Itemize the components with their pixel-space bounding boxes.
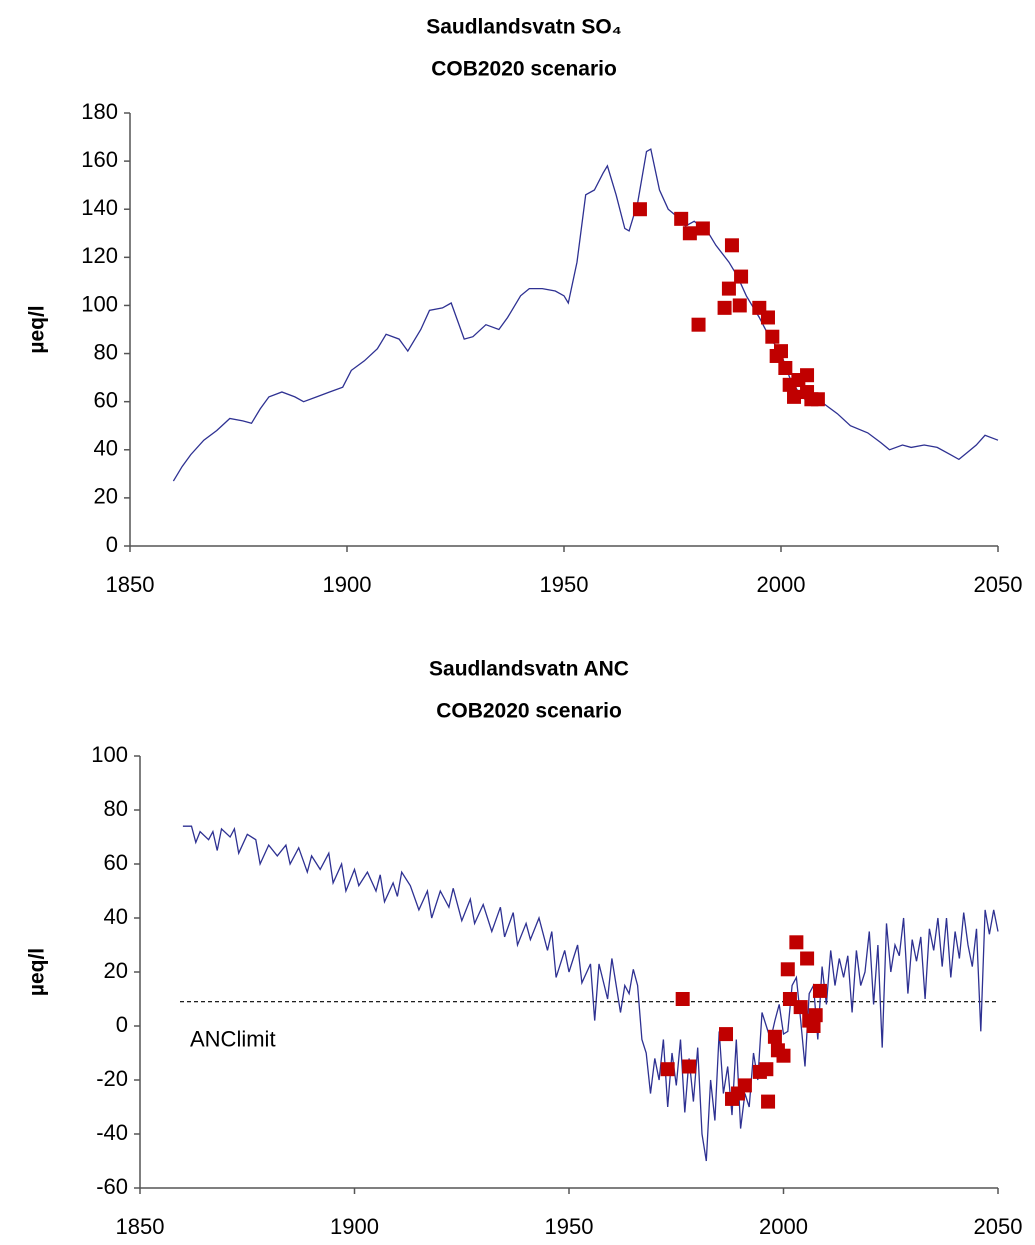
x-tick-label: 2000 [759, 1214, 808, 1239]
data-marker [732, 298, 747, 313]
y-tick-label: 180 [81, 99, 118, 124]
y-tick-label: 20 [94, 484, 118, 509]
y-tick-label: 20 [104, 958, 128, 983]
chart-subtitle: COB2020 scenario [431, 58, 617, 81]
chart-subtitle: COB2020 scenario [436, 700, 622, 723]
chart-title: Saudlandsvatn SO₄ [426, 16, 622, 39]
y-tick-label: 0 [116, 1012, 128, 1037]
data-marker [660, 1062, 675, 1077]
data-marker [812, 983, 827, 998]
data-marker [734, 269, 749, 284]
y-tick-label: 40 [94, 436, 118, 461]
y-axis-label: µeq/l [26, 305, 49, 353]
data-marker [776, 1048, 791, 1063]
data-marker [674, 211, 689, 226]
y-tick-label: 40 [104, 904, 128, 929]
y-tick-label: 160 [81, 147, 118, 172]
data-marker [810, 392, 825, 407]
data-marker [767, 1029, 782, 1044]
data-marker [724, 238, 739, 253]
y-axis-label: µeq/l [26, 948, 49, 996]
data-marker [691, 317, 706, 332]
x-tick-label: 1850 [116, 1214, 165, 1239]
data-marker [682, 226, 697, 241]
data-marker [808, 1008, 823, 1023]
x-tick-label: 1900 [330, 1214, 379, 1239]
data-marker [780, 962, 795, 977]
data-marker [759, 1062, 774, 1077]
data-marker [760, 310, 775, 325]
y-tick-label: 100 [81, 291, 118, 316]
data-marker [800, 368, 815, 383]
data-marker [695, 221, 710, 236]
data-line [172, 148, 999, 482]
data-marker [682, 1059, 697, 1074]
data-line [182, 825, 999, 1162]
x-tick-label: 1900 [323, 572, 372, 597]
x-tick-label: 2050 [974, 572, 1023, 597]
data-marker [787, 389, 802, 404]
data-marker [782, 992, 797, 1006]
y-tick-label: 120 [81, 243, 118, 268]
reference-label: ANClimit [190, 1027, 276, 1052]
data-marker [793, 1000, 808, 1015]
y-tick-label: 0 [106, 532, 118, 557]
data-marker [721, 281, 736, 296]
x-tick-label: 2000 [757, 572, 806, 597]
x-tick-label: 2050 [974, 1214, 1023, 1239]
data-marker [675, 992, 690, 1006]
y-tick-label: -40 [96, 1120, 128, 1145]
data-marker [765, 329, 780, 344]
x-tick-label: 1950 [540, 572, 589, 597]
x-tick-label: 1950 [545, 1214, 594, 1239]
data-marker [761, 1094, 776, 1109]
data-marker [789, 935, 804, 950]
data-marker [800, 951, 815, 966]
y-tick-label: 80 [104, 796, 128, 821]
data-marker [719, 1027, 734, 1042]
data-marker [806, 1019, 821, 1033]
y-tick-label: 60 [104, 850, 128, 875]
chart-title: Saudlandsvatn ANC [429, 658, 629, 681]
data-marker [737, 1078, 752, 1093]
data-marker [774, 344, 788, 359]
y-tick-label: 80 [94, 339, 118, 364]
y-tick-label: 140 [81, 195, 118, 220]
y-tick-label: -20 [96, 1066, 128, 1091]
data-marker [632, 202, 647, 217]
y-tick-label: 100 [91, 742, 128, 767]
x-tick-label: 1850 [106, 572, 155, 597]
data-marker [778, 360, 793, 375]
y-tick-label: 60 [94, 387, 118, 412]
y-tick-label: -60 [96, 1174, 128, 1199]
data-marker [717, 300, 732, 315]
